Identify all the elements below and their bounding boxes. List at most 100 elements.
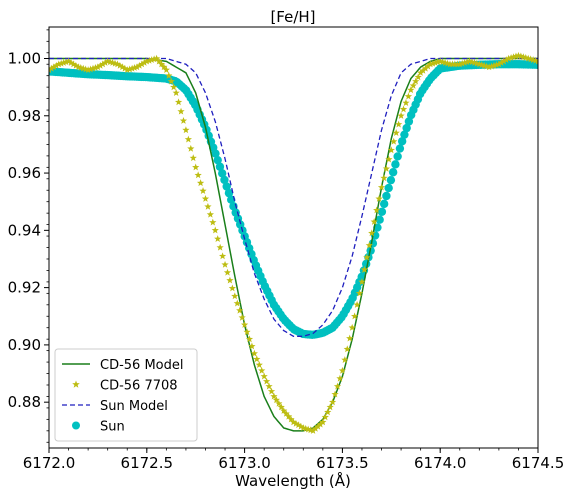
cd56-7708-data-point: [485, 63, 493, 71]
sun-data-point: [218, 169, 227, 178]
cd56-7708-data-point: [226, 276, 234, 284]
cd56-7708-data-point: [382, 164, 391, 172]
legend-label: Sun: [100, 420, 125, 435]
cd56-7708-data-point: [123, 66, 131, 74]
sun-data-point: [386, 175, 396, 185]
x-tick-label: 6174.5: [512, 454, 565, 472]
cd56-7708-data-point: [309, 427, 317, 434]
y-tick-label: 0.96: [8, 164, 41, 182]
cd56-7708-data-point: [160, 63, 168, 71]
cd56-7708-data-point: [201, 195, 210, 202]
cd56-7708-data-point: [189, 154, 197, 162]
cd56-7708-data-point: [353, 301, 361, 308]
cd56-7708-data-point: [113, 60, 122, 68]
y-tick-label: 0.90: [8, 336, 41, 354]
cd56-7708-data-point: [402, 99, 410, 106]
cd56-7708-data-point: [321, 413, 329, 421]
cd56-7708-data-point: [358, 278, 366, 285]
cd56-7708-data-point: [287, 415, 295, 423]
sun-data-point: [391, 160, 400, 169]
cd56-7708-data-point: [373, 206, 381, 214]
cd56-7708-data-point: [204, 202, 212, 210]
cd56-7708-data-point: [170, 83, 178, 91]
legend-swatch-star: [72, 380, 80, 388]
cd56-7708-data-point: [360, 265, 369, 273]
cd56-7708-data-point: [314, 422, 322, 430]
cd56-7708-data-point: [311, 424, 320, 432]
cd56-7708-data-point: [324, 408, 332, 416]
cd56-7708-data-point: [395, 120, 403, 128]
cd56-7708-data-point: [260, 372, 268, 380]
cd56-7708-data-point: [419, 66, 427, 74]
y-tick-label: 0.92: [8, 279, 41, 297]
cd56-7708-data-point: [50, 63, 58, 71]
cd56-7708-data-point: [64, 57, 73, 65]
cd56-7708-data-point: [218, 252, 227, 260]
cd56-7708-data-point: [329, 398, 337, 406]
cd56-7708-data-point: [421, 64, 430, 72]
cd56-7708-data-point: [316, 420, 325, 428]
cd56-7708-data-point: [424, 62, 432, 70]
cd56-7708-data-point: [126, 65, 134, 73]
cd56-7708-data-point: [184, 135, 192, 143]
cd56-7708-data-point: [500, 57, 508, 65]
cd56-7708-data-point: [101, 59, 109, 66]
cd56-7708-data-point: [99, 60, 107, 68]
cd56-7708-data-point: [292, 419, 300, 427]
cd56-7708-data-point: [52, 61, 60, 69]
sun-data-point: [400, 130, 409, 139]
cd56-7708-data-point: [187, 144, 195, 152]
cd56-7708-data-point: [228, 284, 236, 292]
cd56-7708-data-point: [490, 61, 498, 69]
cd56-7708-data-point: [497, 59, 505, 66]
sun-data-point: [222, 182, 231, 191]
cd56-7708-data-point: [62, 58, 70, 66]
cd56-7708-data-point: [152, 54, 161, 62]
cd56-7708-data-point: [375, 195, 383, 202]
cd56-7708-data-point: [505, 54, 513, 62]
cd56-7708-data-point: [118, 63, 126, 71]
cd56-7708-data-point: [253, 355, 261, 363]
x-tick-label: 6174.0: [414, 454, 467, 472]
cd56-7708-data-point: [148, 56, 156, 64]
cd56-7708-data-point: [177, 107, 185, 115]
cd56-7708-data-point: [397, 111, 405, 119]
cd56-7708-data-point: [265, 382, 273, 390]
cd56-7708-data-point: [277, 403, 285, 411]
cd56-7708-data-point: [182, 126, 190, 134]
cd56-7708-data-point: [414, 73, 422, 81]
cd56-7708-data-point: [248, 342, 256, 350]
cd56-7708-data-point: [194, 171, 202, 179]
sun-data-point: [393, 152, 402, 161]
cd56-7708-data-point: [121, 64, 129, 72]
cd56-7708-data-point: [140, 59, 148, 66]
cd56-7708-data-point: [412, 77, 420, 85]
cd56-7708-data-point: [135, 61, 144, 69]
plot-frame: [48, 26, 539, 449]
cd56-7708-data-point: [192, 163, 200, 171]
cd56-7708-data-point: [417, 69, 425, 76]
cd56-7708-data-point: [338, 366, 347, 374]
cd56-7708-data-point: [365, 241, 373, 249]
chart-title: [Fe/H]: [270, 8, 315, 26]
series-cd56-7708: [49, 51, 538, 434]
cd56-7708-data-point: [331, 390, 339, 398]
cd56-7708-data-point: [165, 71, 173, 79]
cd56-7708-data-point: [262, 377, 271, 385]
cd56-7708-data-point: [326, 403, 334, 411]
cd56-7708-data-point: [231, 292, 239, 300]
cd56-7708-data-point: [250, 349, 258, 357]
sun-data-point: [379, 199, 389, 209]
sun-data-point: [382, 191, 391, 201]
cd56-7708-data-point: [89, 64, 97, 72]
cd56-7708-data-point: [223, 268, 232, 276]
cd56-7708-data-point: [426, 60, 435, 68]
legend-swatch-circle: [72, 421, 80, 430]
cd56-7708-data-point: [214, 235, 222, 243]
cd56-7708-data-point: [162, 66, 170, 74]
cd56-7708-data-point: [258, 366, 266, 374]
cd56-7708-data-point: [196, 179, 205, 187]
x-tick-label: 6173.5: [316, 454, 369, 472]
x-tick-label: 6172.5: [121, 454, 174, 472]
